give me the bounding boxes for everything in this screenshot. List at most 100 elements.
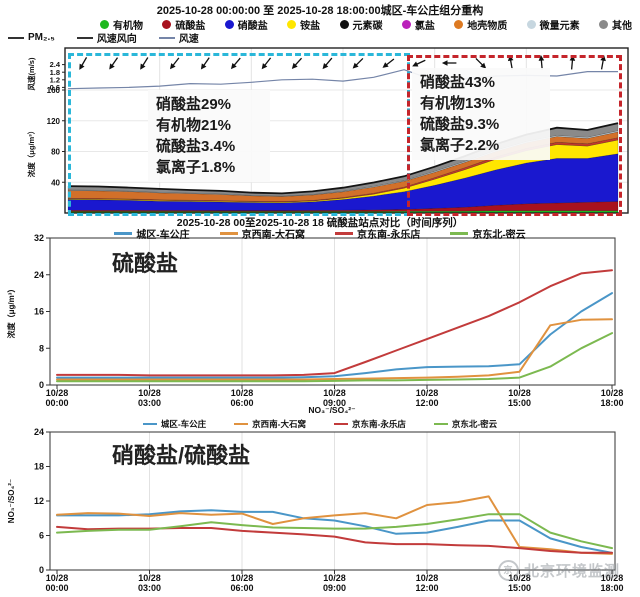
legend-label: 京西南-大石窝 (241, 230, 305, 241)
conc-ylabel: 浓度（μg/m³） (26, 127, 36, 177)
sulfate-plot-label: 硫酸盐 (112, 251, 179, 276)
annotation-line: 硝酸盐29% (156, 96, 232, 113)
xtick-time: 15:00 (508, 583, 531, 593)
legend-label: 硫酸盐 (175, 21, 206, 32)
legend-label: 风速 (178, 34, 199, 45)
legend-label: PM₂.₅ (28, 32, 55, 43)
legend-swatch-icon (158, 36, 175, 39)
xtick-date: 10/28 (231, 573, 254, 583)
legend-label: 元素碳 (352, 21, 383, 32)
xtick-time: 18:00 (600, 398, 623, 408)
legend-swatch-icon (219, 232, 238, 235)
legend-item: PM₂.₅ (8, 32, 55, 43)
legend-item: 元素碳 (339, 17, 383, 32)
series-line-京西南-大石窝 (56, 495, 613, 555)
legend-item: 氯盐 (401, 17, 435, 32)
station-legend-ratio: 城区-车公庄 京西南-大石窝 京东南-永乐店 京东北-密云 (0, 418, 640, 430)
legend-label: 地壳物质 (467, 21, 508, 32)
legend-item: 硫酸盐 (162, 17, 205, 32)
ytick: 16 (34, 307, 44, 317)
ytick: 32 (34, 233, 44, 243)
ytick: 6 (39, 531, 44, 541)
line-legend: PM₂.₅ 风速风向 风速 (8, 30, 199, 45)
legend-swatch-icon (224, 20, 234, 29)
wind-arrow-icon (600, 55, 606, 70)
legend-item: 地壳物质 (454, 17, 507, 32)
legend-item: 京东南-永乐店 (334, 418, 406, 430)
annotation-line: 有机物13% (420, 95, 496, 112)
legend-swatch-icon (339, 20, 349, 29)
xtick-date: 10/28 (138, 388, 161, 398)
legend-label: 有机物 (113, 21, 143, 32)
annotation-line: 硫酸盐9.3% (420, 116, 500, 133)
legend-swatch-icon (335, 232, 353, 235)
legend-label: 京东南-永乐店 (352, 419, 406, 429)
conc-ytick: 40 (51, 178, 60, 187)
legend-swatch-icon (234, 423, 249, 425)
legend-swatch-icon (433, 423, 448, 425)
conc-ytick: 120 (47, 117, 61, 126)
xtick-time: 03:00 (138, 583, 161, 593)
annotation-line: 氯离子2.2% (420, 137, 500, 154)
series-line-京东北-密云 (56, 332, 613, 383)
xtick-date: 10/28 (601, 573, 624, 583)
stack-area-地壳物质 (67, 131, 619, 202)
xtick-time: 00:00 (45, 398, 68, 408)
xtick-date: 10/28 (323, 573, 346, 583)
legend-item: 微量元素 (526, 17, 580, 32)
legend-item: 京西南-大石窝 (219, 226, 305, 241)
xtick-time: 00:00 (45, 583, 68, 593)
annotation-line: 硝酸盐43% (420, 74, 496, 91)
wind-arrow-icon (412, 59, 426, 67)
wind-arrow-icon (569, 55, 576, 70)
xtick-time: 12:00 (415, 583, 438, 593)
series-line-京西南-大石窝 (56, 318, 613, 381)
legend-swatch-icon (76, 36, 93, 39)
legend-swatch-icon (8, 36, 24, 39)
series-line-京东南-永乐店 (56, 269, 613, 377)
legend-item: 其他 (599, 17, 632, 32)
ytick: 8 (39, 343, 44, 353)
annotation-line: 硫酸盐3.4% (156, 138, 236, 155)
xtick-time: 18:00 (600, 583, 623, 593)
wind-arrow-icon (200, 57, 210, 70)
conc-ytick: 160 (47, 86, 61, 95)
ylabel: 浓度（μg/m³） (6, 285, 16, 339)
xtick-date: 10/28 (46, 573, 69, 583)
xtick-date: 10/28 (138, 573, 161, 583)
wind-ylabel: 风速(m/s) (26, 57, 36, 90)
sulfate-chart-title: 2025-10-28 00至2025-10-28 18 硫酸盐站点对比（时间序列… (176, 217, 464, 229)
ylabel: NO₃⁻/SO₄²⁻ (7, 479, 16, 523)
wind-arrow-icon (109, 57, 119, 70)
xtick-time: 09:00 (323, 398, 346, 408)
xtick-date: 10/28 (416, 388, 439, 398)
legend-swatch-icon (142, 423, 157, 425)
legend-label: 硝酸盐 (237, 21, 268, 32)
wind-arrow-icon (261, 57, 272, 70)
ratio-plot-label: 硝酸盐/硫酸盐 (112, 443, 251, 468)
station-legend-sulfate: 城区-车公庄 京西南-大石窝 京东南-永乐店 京东北-密云 (0, 226, 640, 241)
legend-label: 城区-车公庄 (136, 230, 190, 241)
legend-item: 京东北-密云 (450, 226, 526, 241)
xtick-date: 10/28 (508, 573, 531, 583)
stack-area-元素碳 (67, 137, 619, 203)
page-title: 2025-10-28 00:00:00 至 2025-10-28 18:00:0… (156, 5, 484, 17)
xtick-time: 15:00 (508, 398, 531, 408)
legend-item: 风速风向 (76, 30, 137, 45)
legend-item: 京东北-密云 (433, 418, 497, 430)
xtick-time: 03:00 (138, 398, 161, 408)
wind-arrow-icon (441, 60, 457, 66)
xtick-date: 10/28 (416, 573, 439, 583)
xtick-time: 06:00 (230, 398, 253, 408)
legend-label: 其他 (612, 21, 632, 32)
legend-item: 风速 (158, 30, 199, 45)
ytick: 0 (39, 380, 44, 390)
legend-swatch-icon (526, 20, 536, 29)
conc-ytick: 80 (51, 148, 60, 157)
xtick-time: 09:00 (323, 583, 346, 593)
legend-label: 铵盐 (300, 21, 321, 32)
legend-swatch-icon (162, 20, 172, 29)
legend-item: 城区-车公庄 (114, 226, 190, 241)
wind-ytick: 0.6 (50, 83, 60, 92)
